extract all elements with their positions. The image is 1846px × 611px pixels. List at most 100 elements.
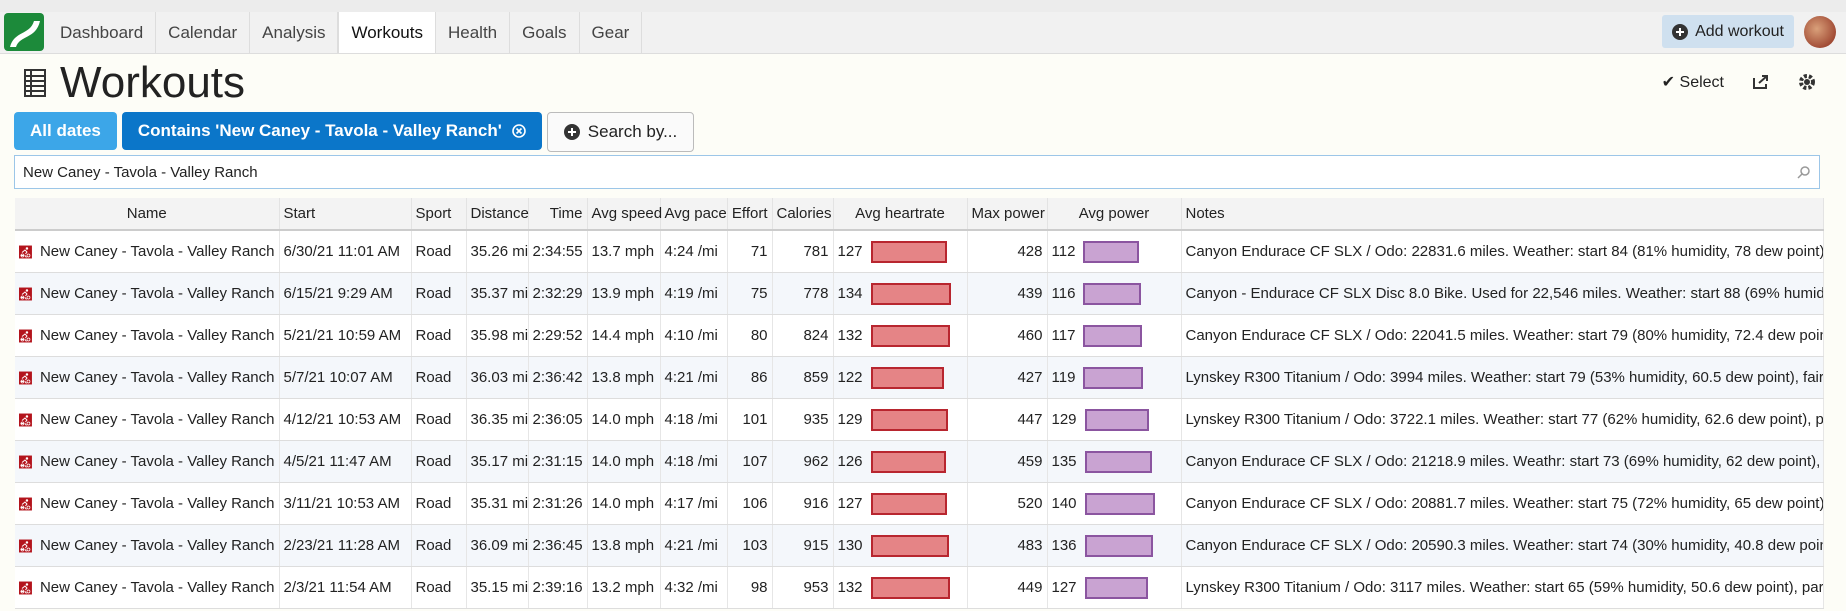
table-row[interactable]: New Caney - Tavola - Valley Ranch 2/23/21… (15, 524, 1824, 567)
column-header[interactable]: Avg power (1047, 198, 1182, 231)
workout-name[interactable]: New Caney - Tavola - Valley Ranch (39, 579, 275, 596)
workout-name[interactable]: New Caney - Tavola - Valley Ranch (39, 537, 275, 554)
cell-text: Lynskey R300 Titanium / Odo: 3722.1 mile… (1185, 411, 1823, 428)
table-cell: New Caney - Tavola - Valley Ranch (15, 566, 280, 609)
table-row[interactable]: New Caney - Tavola - Valley Ranch 4/12/21… (15, 398, 1824, 441)
cell-text: Lynskey R300 Titanium / Odo: 3994 miles.… (1185, 369, 1823, 386)
table-cell: 781 (772, 230, 834, 273)
sport-icon (19, 455, 32, 468)
table-cell: 2:36:45 (528, 524, 588, 567)
power-value: 119 (1051, 368, 1076, 386)
cell-text: 428 (1017, 243, 1043, 260)
power-bar (1083, 282, 1142, 305)
nav-tab[interactable]: Health (436, 12, 511, 53)
table-cell: 4:24 /mi (660, 230, 728, 273)
column-header[interactable]: Start (279, 198, 412, 231)
name-cell: New Caney - Tavola - Valley Ranch (19, 449, 275, 475)
table-cell: 460 (967, 314, 1048, 357)
table-row[interactable]: New Caney - Tavola - Valley Ranch 5/21/21… (15, 314, 1824, 357)
nav-tab[interactable]: Goals (510, 12, 580, 53)
nav-tab[interactable]: Calendar (156, 12, 251, 53)
logo[interactable] (4, 13, 44, 51)
column-header[interactable]: Avg heartrate (833, 198, 968, 231)
workout-name[interactable]: New Caney - Tavola - Valley Ranch (39, 327, 275, 344)
cell-text: 4:18 /mi (664, 453, 718, 470)
workout-name[interactable]: New Caney - Tavola - Valley Ranch (39, 243, 275, 260)
remove-icon[interactable] (511, 124, 526, 138)
workout-name[interactable]: New Caney - Tavola - Valley Ranch (39, 495, 275, 512)
workout-name[interactable]: New Caney - Tavola - Valley Ranch (39, 453, 275, 470)
column-header[interactable]: Notes (1181, 198, 1824, 231)
export-icon[interactable] (1752, 74, 1770, 90)
cell-text: Road (415, 327, 452, 344)
cell-text: 915 (803, 537, 829, 554)
table-cell: New Caney - Tavola - Valley Ranch (15, 440, 280, 483)
cell-text: 935 (803, 411, 829, 428)
add-workout-button[interactable]: Add workout (1662, 15, 1794, 48)
cell-text: Road (415, 453, 452, 470)
cell-text: 80 (750, 327, 768, 344)
browser-strip (0, 0, 1846, 12)
nav-tab[interactable]: Workouts (338, 12, 436, 53)
power-bar (1084, 534, 1153, 557)
table-cell: 14.0 mph (587, 398, 661, 441)
column-header[interactable]: Calories (772, 198, 834, 231)
column-header[interactable]: Time (528, 198, 588, 231)
table-row[interactable]: New Caney - Tavola - Valley Ranch 6/15/21… (15, 272, 1824, 315)
select-button[interactable]: ✔ Select (1661, 74, 1724, 91)
table-row[interactable]: New Caney - Tavola - Valley Ranch 3/11/21… (15, 482, 1824, 525)
table-cell: 135 (1047, 440, 1182, 483)
column-header[interactable]: Max power (967, 198, 1048, 231)
column-header[interactable]: Sport (411, 198, 467, 231)
table-cell: 14.0 mph (587, 482, 661, 525)
table-cell: Road (411, 566, 467, 609)
column-header[interactable]: Effort (727, 198, 773, 231)
workout-name[interactable]: New Caney - Tavola - Valley Ranch (39, 411, 275, 428)
table-cell: New Caney - Tavola - Valley Ranch (15, 524, 280, 567)
cell-text: 98 (750, 579, 768, 596)
cell-text: 859 (803, 369, 829, 386)
table-cell: 520 (967, 482, 1048, 525)
cell-text: 4:21 /mi (664, 537, 718, 554)
power-value: 117 (1051, 326, 1076, 344)
page-title: Workouts (24, 58, 245, 108)
workout-name[interactable]: New Caney - Tavola - Valley Ranch (39, 369, 275, 386)
table-row[interactable]: New Caney - Tavola - Valley Ranch 4/5/21 … (15, 440, 1824, 483)
nav-tab[interactable]: Dashboard (48, 12, 157, 53)
avatar[interactable] (1804, 16, 1836, 48)
settings-icon[interactable] (1798, 73, 1816, 91)
sport-icon (19, 371, 32, 384)
table-cell: 13.7 mph (587, 230, 661, 273)
nav-tab[interactable]: Analysis (250, 12, 339, 53)
cell-text: 3/11/21 10:53 AM (283, 495, 400, 512)
table-row[interactable]: New Caney - Tavola - Valley Ranch 5/7/21 … (15, 356, 1824, 399)
search-by-chip[interactable]: Search by... (546, 112, 695, 152)
cell-text: 2:31:26 (532, 495, 583, 512)
search-input[interactable]: New Caney - Tavola - Valley Ranch (14, 155, 1820, 189)
table-row[interactable]: New Caney - Tavola - Valley Ranch 2/3/21 … (15, 566, 1824, 609)
cell-text: 35.31 mi (470, 495, 528, 512)
all-dates-chip[interactable]: All dates (14, 112, 117, 150)
contains-chip[interactable]: Contains 'New Caney - Tavola - Valley Ra… (121, 112, 542, 150)
cell-text: 4:19 /mi (664, 285, 718, 302)
table-cell: Road (411, 272, 467, 315)
cell-text: 447 (1017, 411, 1043, 428)
table-cell: 117 (1047, 314, 1182, 357)
table-cell: 916 (772, 482, 834, 525)
nav-tab[interactable]: Gear (580, 12, 643, 53)
table-row[interactable]: New Caney - Tavola - Valley Ranch 6/30/21… (15, 230, 1824, 273)
name-cell: New Caney - Tavola - Valley Ranch (19, 533, 275, 559)
nav-bar: Dashboard Calendar Analysis Workouts Health G… (0, 12, 1846, 54)
workout-name[interactable]: New Caney - Tavola - Valley Ranch (39, 285, 275, 302)
cell-text: 6/15/21 9:29 AM (283, 285, 393, 302)
table-cell: 35.31 mi (466, 482, 529, 525)
column-header[interactable]: Avg speed (587, 198, 662, 231)
power-bar (1084, 408, 1150, 431)
table-cell: Canyon Endurace CF SLX / Odo: 20881.7 mi… (1181, 482, 1824, 525)
heartrate-bar (870, 282, 951, 305)
column-header[interactable]: Avg pace (660, 198, 728, 231)
column-header[interactable]: Distance (466, 198, 529, 231)
power-bar (1084, 450, 1153, 473)
filter-chips: All dates Contains 'New Caney - Tavola -… (14, 112, 695, 152)
column-header[interactable]: Name (15, 198, 280, 231)
